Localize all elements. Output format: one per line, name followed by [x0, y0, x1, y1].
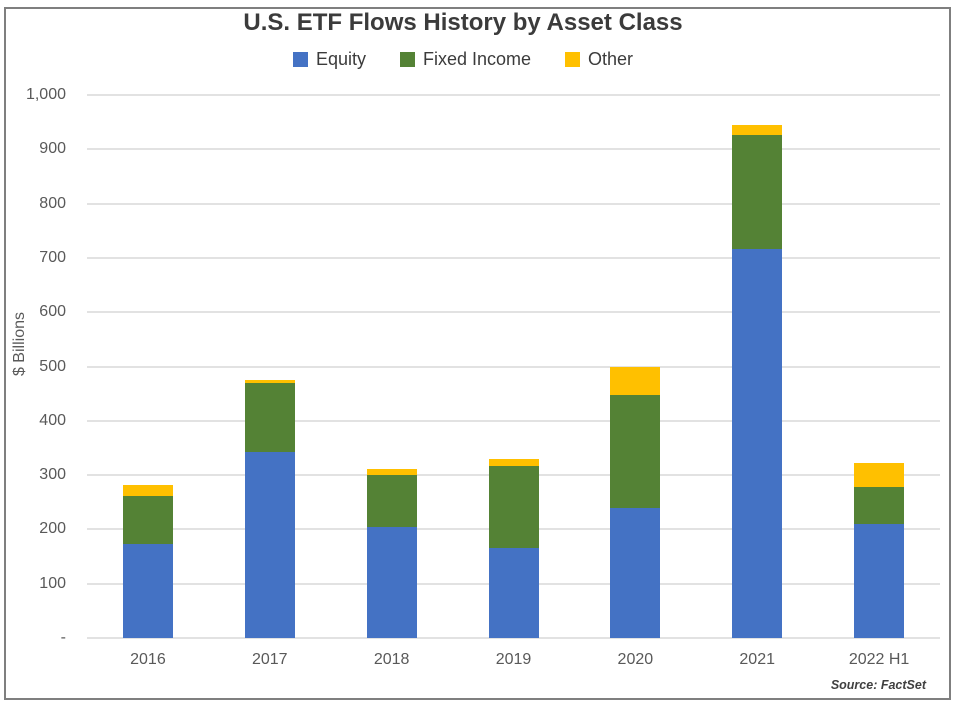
source-note: Source: FactSet [830, 678, 926, 692]
gridline [87, 419, 940, 422]
y-tick-label: 500 [39, 357, 66, 375]
bar-segment-equity [366, 526, 417, 638]
x-tick-label: 2017 [251, 651, 288, 668]
legend-swatch-icon [292, 52, 308, 67]
legend-item-equity: Equity [292, 49, 366, 70]
bar-segment-equity [244, 451, 295, 638]
x-tick-label: 2021 [739, 651, 775, 668]
y-tick-label: 100 [39, 574, 66, 592]
bar-segment-other [854, 463, 905, 488]
x-tick-label: 2019 [495, 651, 532, 668]
bar-segment-fixed-income [732, 135, 783, 250]
bar-segment-equity [610, 507, 661, 638]
gridline [87, 202, 940, 205]
legend-item-other: Other [565, 49, 633, 70]
legend-swatch-icon [565, 52, 581, 67]
plot-area [87, 94, 940, 639]
bar-segment-equity [122, 543, 173, 638]
y-tick-label: 900 [39, 140, 66, 158]
bar-segment-fixed-income [122, 495, 173, 544]
bar-segment-equity [854, 523, 905, 638]
gridline [87, 256, 940, 259]
bar-segment-other [732, 125, 783, 136]
legend-label: Fixed Income [422, 49, 532, 69]
gridline [87, 148, 940, 151]
bar-segment-other [488, 459, 539, 466]
chart-title: U.S. ETF Flows History by Asset Class [243, 9, 683, 36]
gridline [87, 365, 940, 368]
x-tick-label: 2022 H1 [848, 651, 910, 668]
y-tick-label: 300 [39, 466, 66, 484]
gridline [87, 94, 940, 96]
x-tick-label: 2020 [617, 651, 654, 668]
x-tick-label: 2018 [373, 651, 410, 668]
bar-segment-other [366, 468, 417, 476]
bar-segment-fixed-income [366, 475, 417, 527]
legend-label: Other [588, 49, 634, 69]
gridline [87, 311, 940, 314]
bar-segment-fixed-income [854, 487, 905, 524]
y-tick-label: 600 [39, 303, 66, 321]
bar-segment-equity [732, 249, 783, 638]
bar-segment-fixed-income [610, 395, 661, 508]
gridline [87, 637, 940, 639]
y-tick-label: 800 [39, 194, 66, 212]
bar-segment-equity [488, 548, 539, 638]
chart-legend: Equity Fixed Income Other [0, 49, 926, 70]
legend-swatch-icon [399, 52, 415, 67]
bar-segment-other [244, 379, 295, 384]
y-tick-label: 400 [39, 411, 66, 429]
bar-segment-other [610, 366, 661, 396]
bar-segment-other [122, 484, 173, 496]
bar-segment-fixed-income [244, 383, 295, 452]
y-tick-label: 200 [39, 520, 66, 538]
y-tick-label: 700 [39, 248, 66, 266]
x-tick-label: 2016 [130, 651, 166, 668]
y-tick-label: 1,000 [25, 86, 66, 103]
legend-item-fixed-income: Fixed Income [399, 49, 532, 70]
bar-segment-fixed-income [488, 465, 539, 549]
legend-label: Equity [315, 49, 366, 69]
y-tick-label: - [60, 629, 66, 646]
